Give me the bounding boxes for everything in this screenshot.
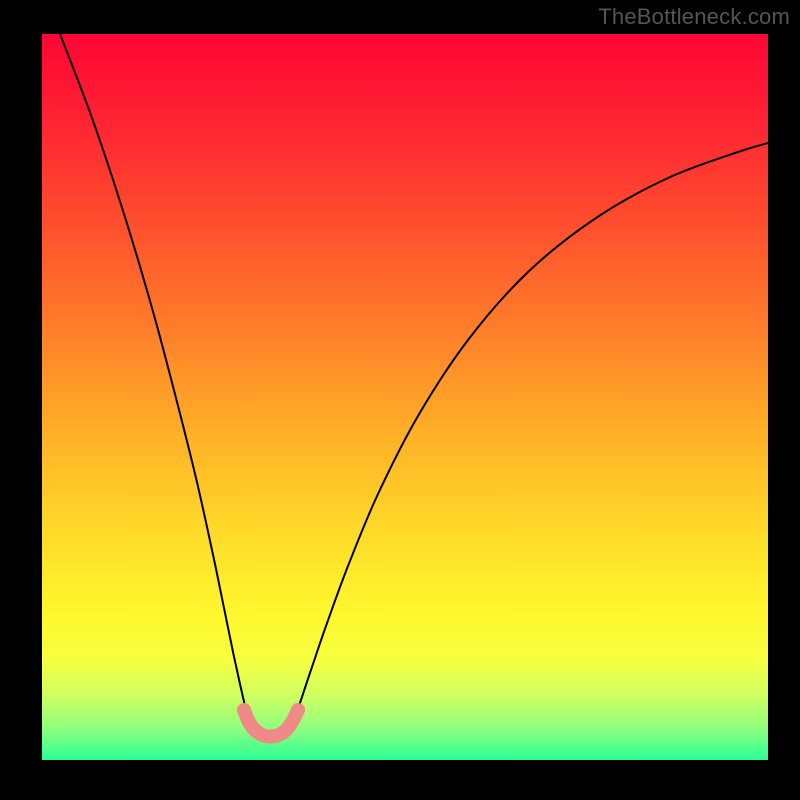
watermark-text: TheBottleneck.com (598, 4, 790, 30)
bottleneck-curve-chart (0, 0, 800, 800)
valley-band-marker (285, 715, 299, 729)
figure-root: TheBottleneck.com (0, 0, 800, 800)
valley-band-marker (291, 703, 305, 717)
valley-band-marker (237, 703, 251, 717)
plot-area-gradient (42, 34, 768, 760)
